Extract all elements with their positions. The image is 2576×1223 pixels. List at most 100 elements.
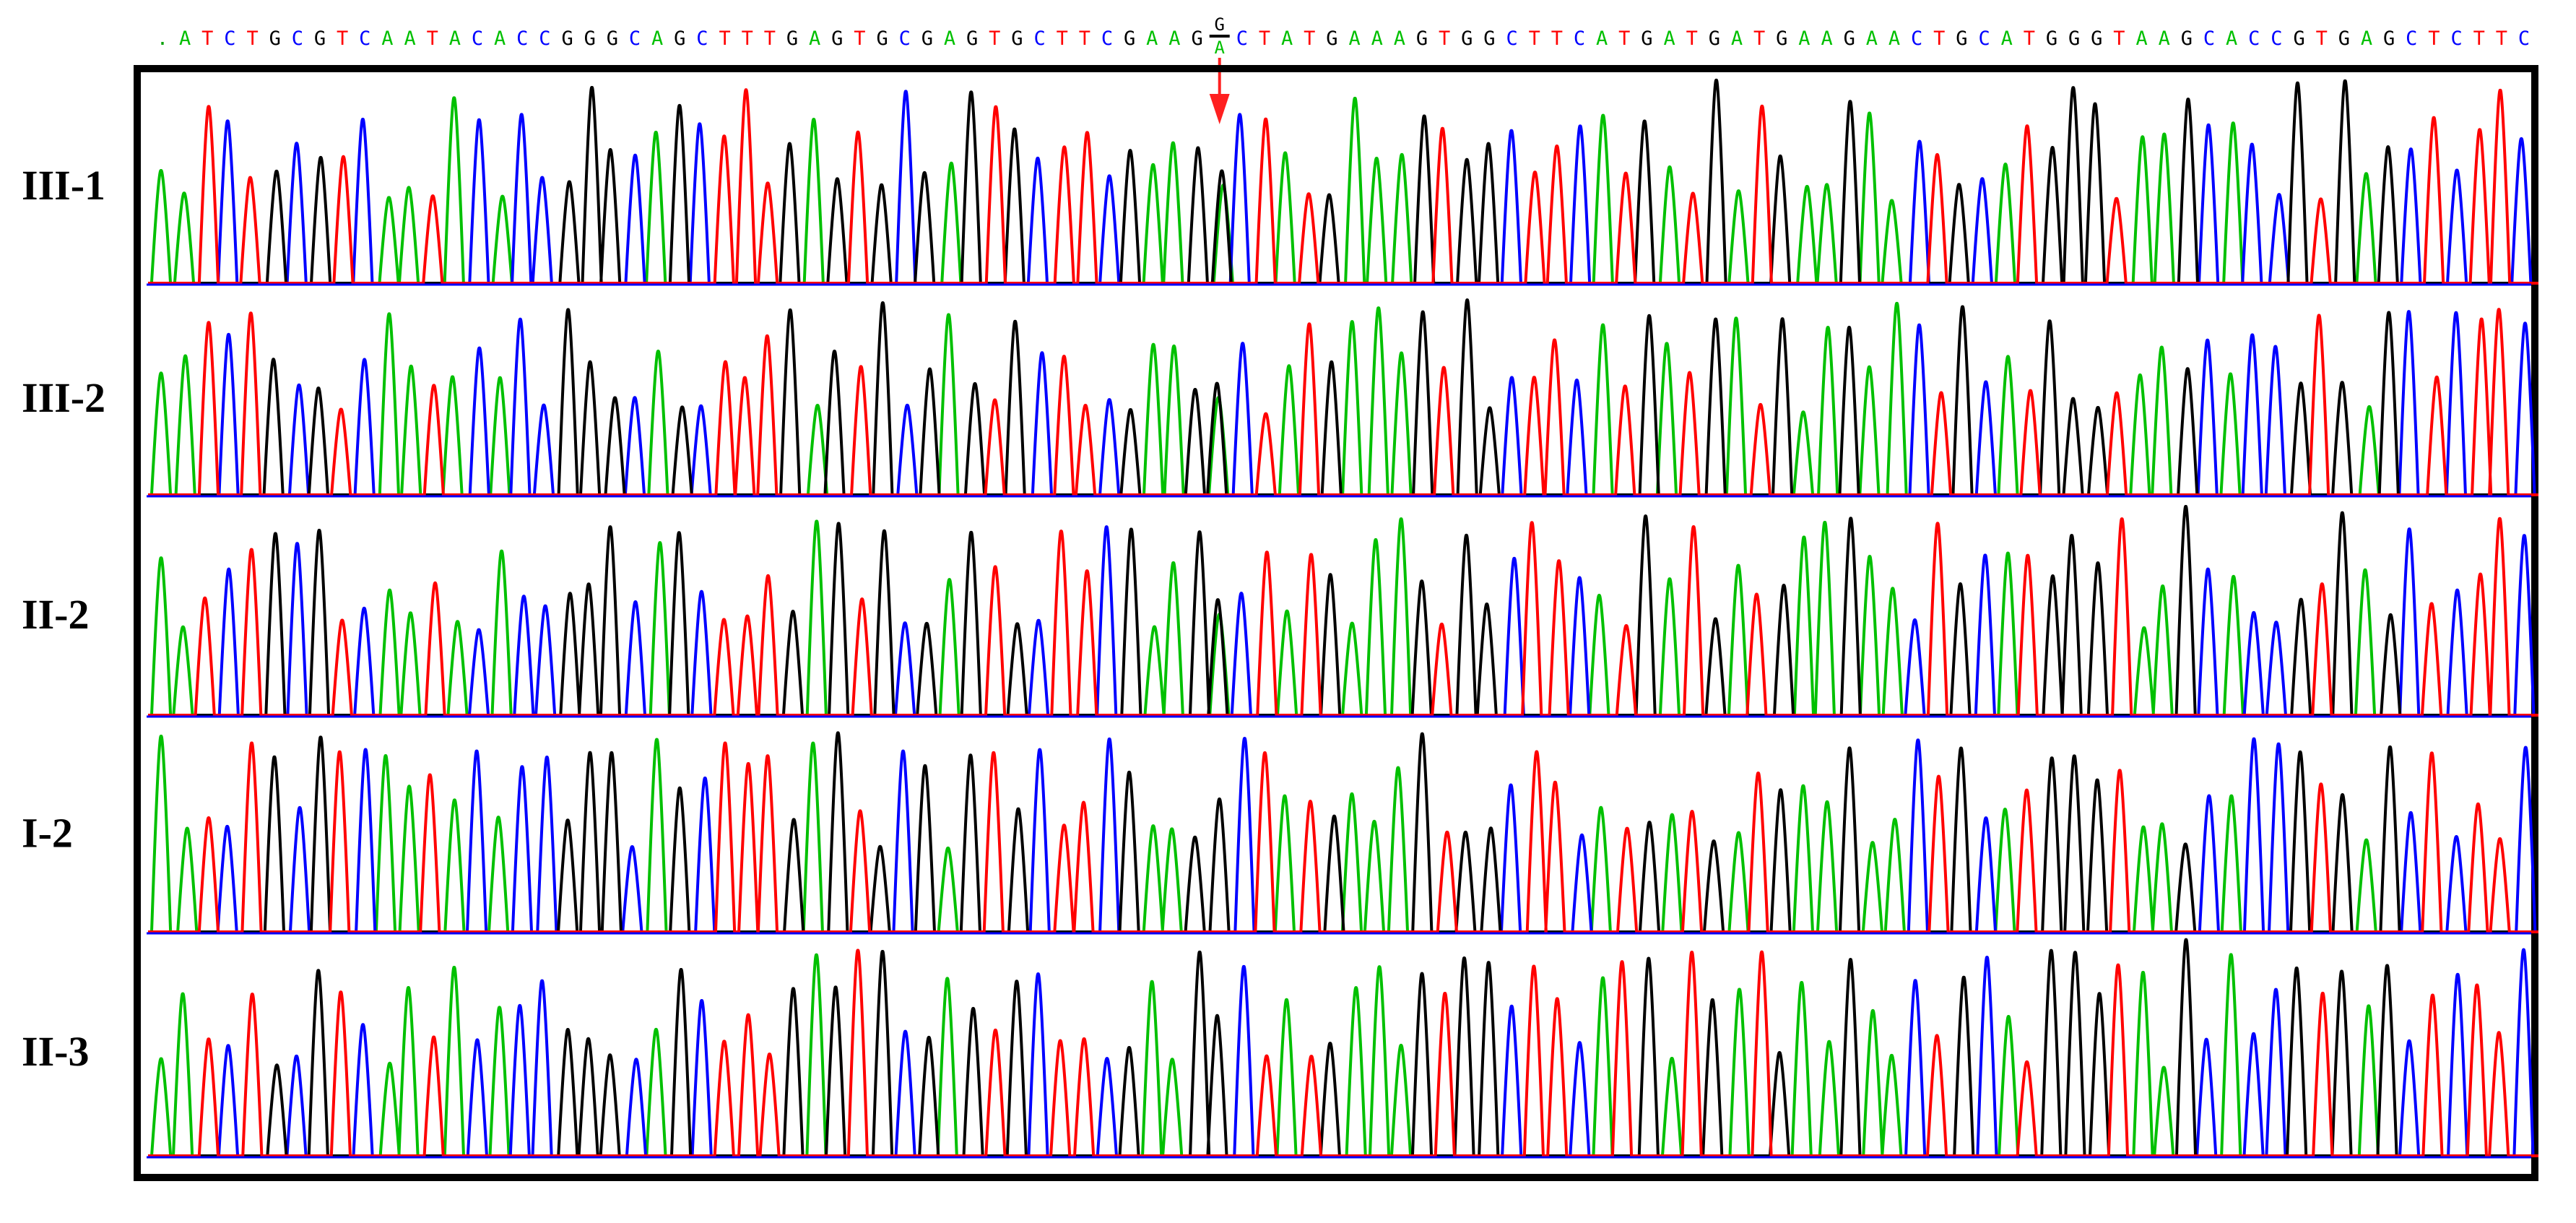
sequence-base: C: [1574, 27, 1585, 50]
sequence-base: A: [1394, 27, 1405, 50]
trace-panel: [147, 298, 2538, 498]
sequence-base: G: [1011, 27, 1023, 50]
sequence-base: C: [2406, 27, 2417, 50]
trace-C: [148, 525, 2538, 717]
trace-G: [148, 938, 2538, 1157]
trace-A: [148, 301, 2538, 496]
sequence-base: T: [1079, 27, 1090, 50]
sequence-base: G: [1641, 27, 1652, 50]
sequence-base: G: [966, 27, 978, 50]
sequence-base: T: [719, 27, 730, 50]
sequence-base: G: [1191, 27, 1202, 50]
sequence-base: G: [2068, 27, 2080, 50]
sequence-base: C: [899, 27, 911, 50]
sequence-base: G: [2091, 27, 2102, 50]
sequence-base: C: [2203, 27, 2215, 50]
sequence-base: A: [2361, 27, 2372, 50]
trace-G: [148, 78, 2538, 285]
sequence-base: A: [1821, 27, 1832, 50]
sequence-base: .: [157, 27, 168, 50]
sequence-base: G: [314, 27, 326, 50]
sequence-base: T: [1259, 27, 1270, 50]
sequence-base: C: [539, 27, 550, 50]
sequence-base: G: [674, 27, 685, 50]
sequence-base: C: [2271, 27, 2282, 50]
sequence-base: C: [292, 27, 303, 50]
sequence-base: C: [359, 27, 370, 50]
sequence-base: A: [1371, 27, 1383, 50]
sequence-base: G: [1709, 27, 1720, 50]
trace-C: [148, 90, 2538, 285]
sequence-base: T: [2473, 27, 2485, 50]
sequence-base: C: [2518, 27, 2530, 50]
sequence-base: T: [1551, 27, 1563, 50]
sequence-base: A: [2001, 27, 2013, 50]
sequence-base: G: [561, 27, 573, 50]
sequence-base: A: [1731, 27, 1743, 50]
trace-panel: [147, 78, 2538, 286]
sequence-base: G: [2338, 27, 2350, 50]
sequence-base: A: [2135, 27, 2147, 50]
sequence-base: C: [1978, 27, 1990, 50]
variant-bottom-base: A: [1214, 38, 1225, 58]
trace-C: [148, 737, 2538, 933]
sequence-base: A: [494, 27, 506, 50]
sequence-base: G: [876, 27, 888, 50]
trace-T: [148, 88, 2538, 285]
sequence-base: T: [1618, 27, 1630, 50]
sequence-base: T: [201, 27, 213, 50]
sequence-base: G: [1956, 27, 1967, 50]
trace-A: [148, 953, 2538, 1157]
sequence-base: A: [1596, 27, 1608, 50]
sequence-base: A: [179, 27, 191, 50]
sequence-base: A: [1281, 27, 1293, 50]
trace-T: [148, 948, 2538, 1157]
sequence-base: T: [1529, 27, 1540, 50]
sequence-base: A: [2226, 27, 2237, 50]
sequence-base: T: [1686, 27, 1698, 50]
sequence-base: A: [404, 27, 415, 50]
sequence-base: T: [1304, 27, 1315, 50]
sequence-base: A: [1866, 27, 1878, 50]
sequence-base: C: [1033, 27, 1045, 50]
sequence-base: T: [2428, 27, 2440, 50]
sequence-base: T: [1439, 27, 1450, 50]
sequence-base: G: [1461, 27, 1473, 50]
sequence-base: A: [1663, 27, 1675, 50]
sequence-base: C: [516, 27, 528, 50]
sequence-base: T: [427, 27, 438, 50]
sequence-base: A: [1146, 27, 1158, 50]
sequence-base: G: [1124, 27, 1135, 50]
chromatogram-frame: [134, 65, 2538, 1181]
sequence-base: G: [1844, 27, 1855, 50]
variant-top-base: G: [1214, 14, 1224, 35]
sequence-base: G: [1483, 27, 1495, 50]
sequence-base: G: [1326, 27, 1337, 50]
sequence-base: G: [921, 27, 933, 50]
sequence-base: G: [1776, 27, 1787, 50]
sample-label: III-2: [22, 374, 105, 421]
sequence-base: C: [1236, 27, 1248, 50]
sequence-base: C: [629, 27, 641, 50]
trace-G: [148, 298, 2538, 496]
sequence-base: G: [2046, 27, 2057, 50]
sequence-base: A: [651, 27, 663, 50]
sequence-base: G: [786, 27, 798, 50]
sequence-base: C: [2450, 27, 2462, 50]
sequence-base: T: [1057, 27, 1068, 50]
sequence-base: T: [2316, 27, 2328, 50]
sequence-base: C: [1506, 27, 1517, 50]
sample-labels: III-1 III-2 II-2 I-2 II-3: [22, 162, 105, 1075]
sequence-base: T: [337, 27, 348, 50]
sequence-base: C: [224, 27, 235, 50]
sequence-base: T: [742, 27, 753, 50]
sequence-base: T: [2113, 27, 2125, 50]
sequence-base: A: [944, 27, 955, 50]
sequence-base: G: [1416, 27, 1428, 50]
sequence-base: G: [607, 27, 618, 50]
sequence-base: C: [696, 27, 708, 50]
sample-label: III-1: [22, 162, 105, 209]
trace-panel: [147, 938, 2538, 1159]
